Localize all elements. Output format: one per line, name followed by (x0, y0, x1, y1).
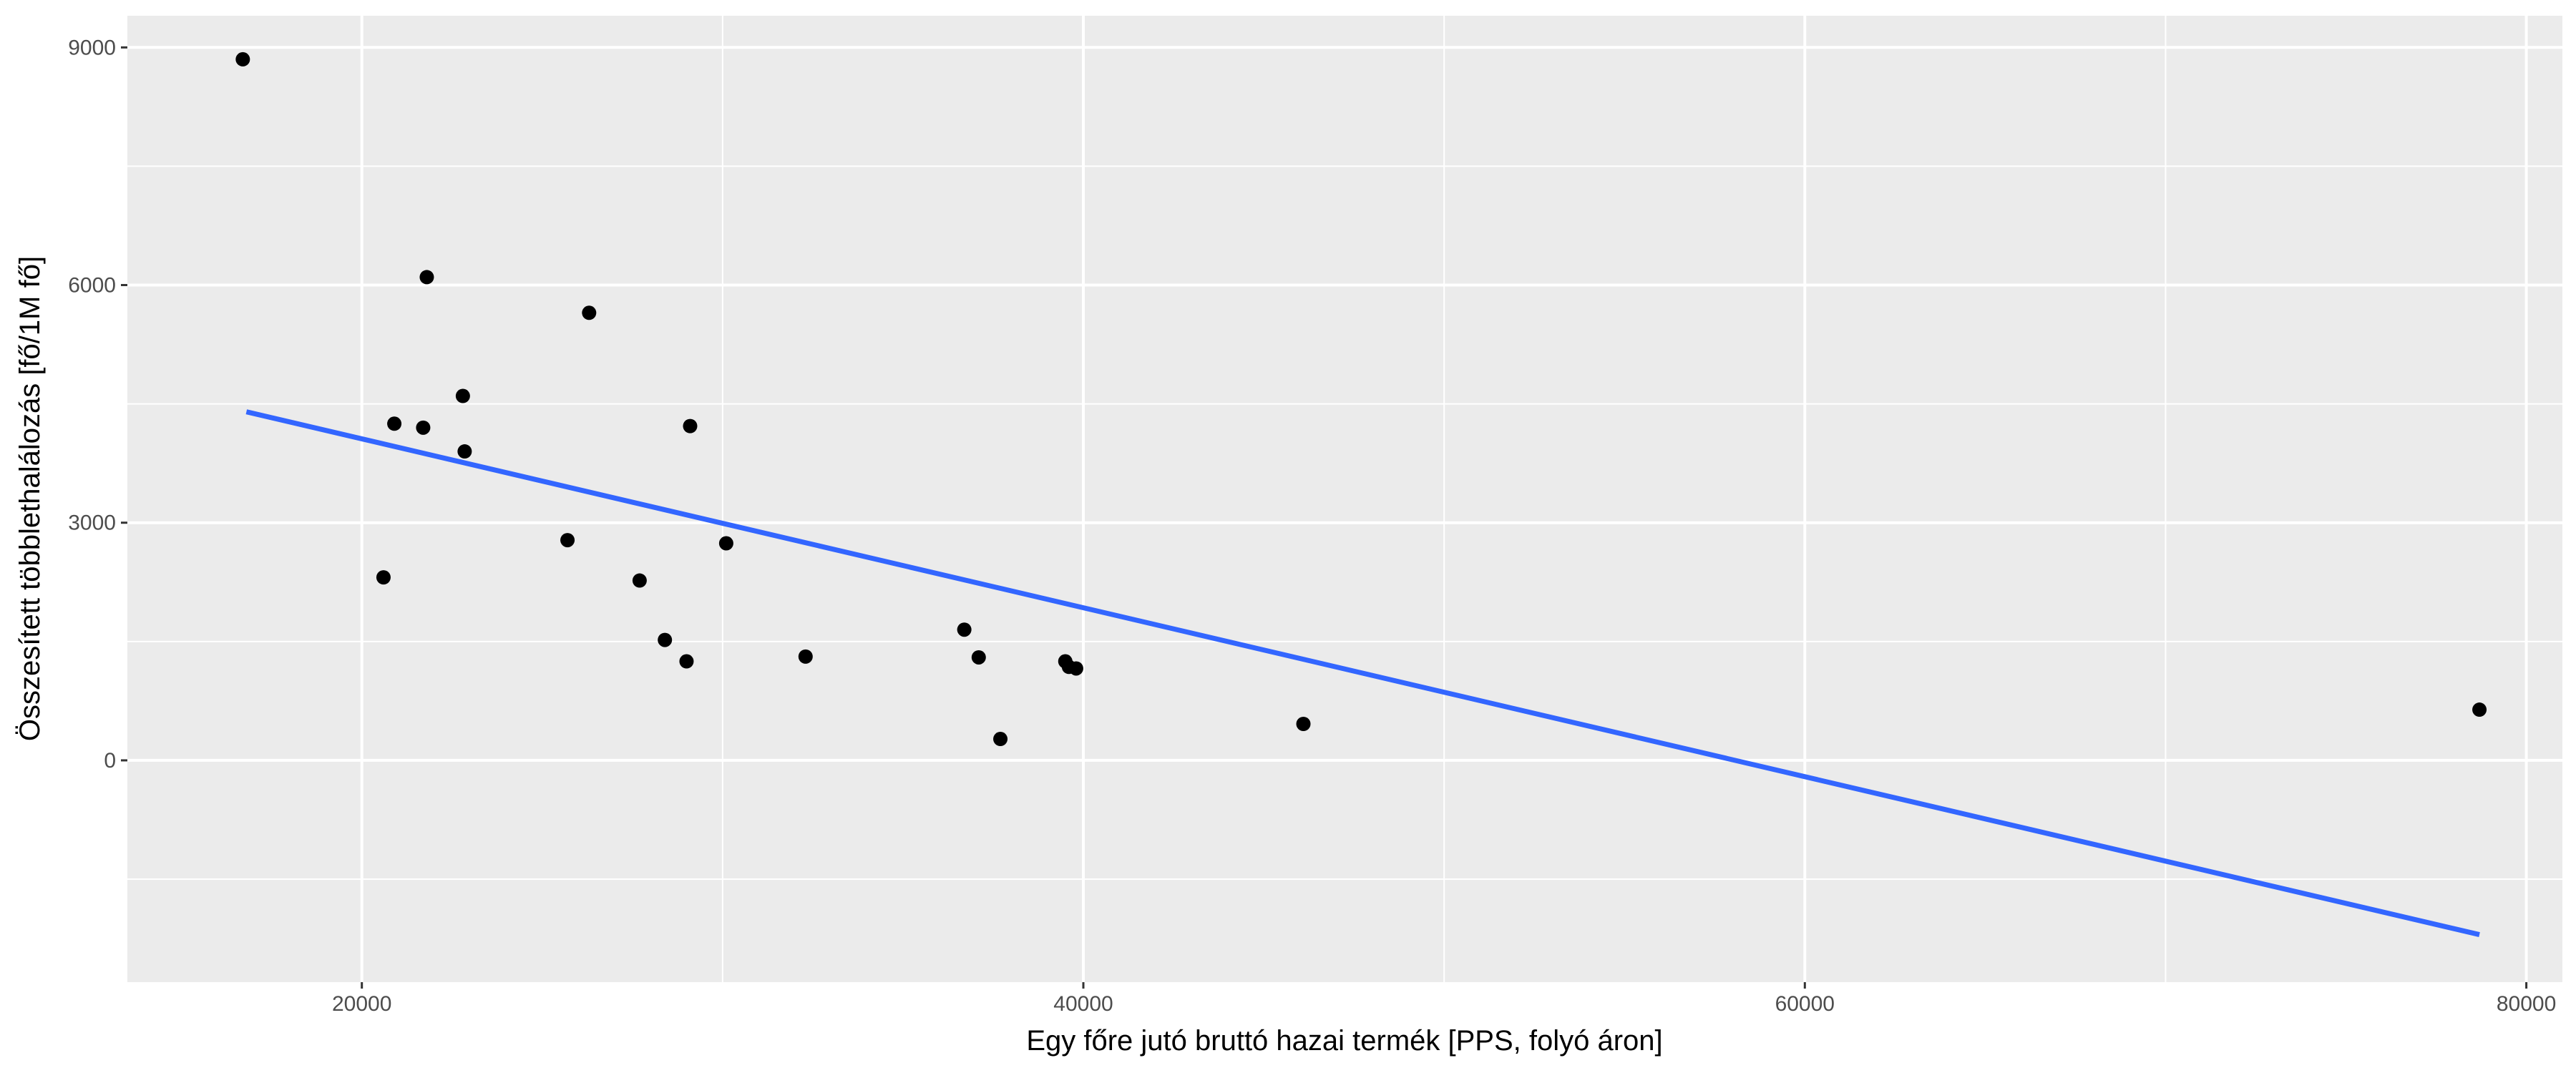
data-point (658, 632, 673, 647)
data-point (718, 536, 733, 551)
data-point (235, 52, 250, 67)
x-tick-label: 60000 (1775, 992, 1835, 1016)
data-point (2472, 702, 2487, 717)
data-point (683, 418, 698, 433)
data-point (560, 533, 575, 548)
y-tick-label: 6000 (68, 274, 116, 298)
trend-line-layer (245, 409, 2480, 937)
data-point (582, 305, 597, 320)
data-point (1068, 661, 1083, 676)
data-point (632, 573, 647, 588)
x-axis-ticks: 20000 40000 60000 80000 (332, 982, 2556, 1016)
y-axis-title: Összesített többlethalálozás [fő/1M fő] (14, 256, 46, 741)
data-point (376, 570, 391, 585)
major-gridlines (127, 16, 2562, 982)
data-point (971, 650, 986, 665)
x-axis-title: Egy főre jutó bruttó hazai termék [PPS, … (1026, 1025, 1662, 1057)
data-point (455, 388, 470, 403)
x-tick-label: 20000 (332, 992, 391, 1016)
data-point (957, 622, 972, 637)
x-tick-label: 80000 (2497, 992, 2556, 1016)
data-point (993, 732, 1008, 747)
data-point (419, 270, 434, 285)
data-point (457, 444, 472, 459)
data-point (798, 649, 813, 664)
minor-gridlines (127, 16, 2562, 982)
data-point (1296, 716, 1311, 731)
y-tick-label: 9000 (68, 36, 116, 59)
y-tick-label: 0 (104, 749, 116, 773)
data-point (416, 420, 431, 435)
y-axis-ticks: 0 3000 6000 9000 (68, 36, 127, 773)
x-tick-label: 40000 (1053, 992, 1113, 1016)
data-point (679, 654, 694, 669)
plot-panel (127, 16, 2562, 982)
y-tick-label: 3000 (68, 511, 116, 535)
data-points (235, 52, 2487, 747)
data-point (387, 416, 402, 431)
trend-line (245, 409, 2480, 937)
